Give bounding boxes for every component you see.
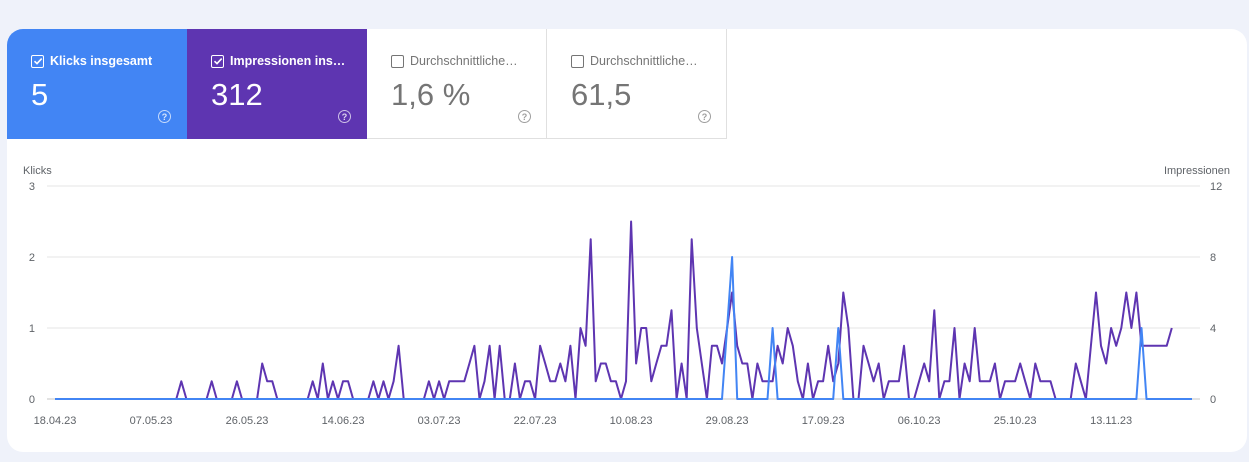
metric-label: Durchschnittliche… [590, 54, 698, 68]
y-tick-label-left: 0 [29, 394, 35, 406]
x-tick-label: 26.05.23 [226, 415, 269, 427]
metric-tiles: Klicks insgesamt 5 ? Impressionen ins… 3… [7, 29, 727, 139]
chart-series [55, 220, 1192, 400]
y-tick-label-right: 0 [1210, 394, 1216, 406]
x-tick-label: 14.06.23 [322, 415, 365, 427]
checkbox-unchecked-icon[interactable] [571, 54, 584, 68]
x-axis-ticks: 18.04.23 07.05.23 26.05.23 14.06.23 03.07.23… [34, 415, 1133, 427]
x-tick-label: 03.07.23 [418, 415, 461, 427]
chart-grid [47, 185, 1200, 400]
x-tick-label: 25.10.23 [994, 415, 1037, 427]
metric-tile-total-impressions[interactable]: Impressionen ins… 312 ? [187, 29, 367, 139]
metric-tile-average-position[interactable]: Durchschnittliche… 61,5 ? [547, 29, 727, 139]
metric-value: 1,6 % [391, 77, 471, 112]
metric-label: Impressionen ins… [230, 54, 346, 68]
clicks-line [55, 256, 1192, 400]
help-icon[interactable]: ? [698, 110, 711, 123]
metric-tile-total-clicks[interactable]: Klicks insgesamt 5 ? [7, 29, 187, 139]
x-tick-label: 22.07.23 [514, 415, 557, 427]
metric-header: Klicks insgesamt [31, 54, 152, 68]
metric-value: 5 [31, 77, 49, 112]
checkbox-checked-icon[interactable] [31, 54, 44, 68]
metric-value: 312 [211, 77, 263, 112]
performance-card: Klicks insgesamt 5 ? Impressionen ins… 3… [7, 29, 1247, 452]
help-icon[interactable]: ? [158, 110, 171, 123]
x-tick-label: 10.08.23 [610, 415, 653, 427]
checkbox-unchecked-icon[interactable] [391, 54, 404, 68]
right-axis-ticks: 0 4 8 12 [1210, 181, 1222, 406]
y-tick-label-left: 2 [29, 252, 35, 264]
checkbox-checked-icon[interactable] [211, 54, 224, 68]
y-tick-label-right: 4 [1210, 323, 1216, 335]
metric-label: Durchschnittliche… [410, 54, 518, 68]
x-tick-label: 29.08.23 [706, 415, 749, 427]
x-tick-label: 07.05.23 [130, 415, 173, 427]
x-tick-label: 06.10.23 [898, 415, 941, 427]
y-tick-label-left: 1 [29, 323, 35, 335]
metric-header: Durchschnittliche… [571, 54, 698, 68]
metric-value: 61,5 [571, 77, 632, 112]
metric-label: Klicks insgesamt [50, 54, 153, 68]
x-tick-label: 13.11.23 [1090, 415, 1132, 427]
impressions-line [55, 220, 1173, 400]
y-tick-label-right: 8 [1210, 252, 1216, 264]
y-tick-label-right: 12 [1210, 181, 1222, 193]
help-icon[interactable]: ? [518, 110, 531, 123]
help-icon[interactable]: ? [338, 110, 351, 123]
left-axis-title: Klicks [23, 165, 52, 177]
x-tick-label: 18.04.23 [34, 415, 77, 427]
metric-header: Impressionen ins… [211, 54, 345, 68]
x-tick-label: 17.09.23 [802, 415, 845, 427]
metric-header: Durchschnittliche… [391, 54, 518, 68]
left-axis-ticks: 0 1 2 3 [29, 181, 35, 406]
metric-tile-average-ctr[interactable]: Durchschnittliche… 1,6 % ? [367, 29, 547, 139]
y-tick-label-left: 3 [29, 181, 35, 193]
right-axis-title: Impressionen [1164, 165, 1230, 177]
